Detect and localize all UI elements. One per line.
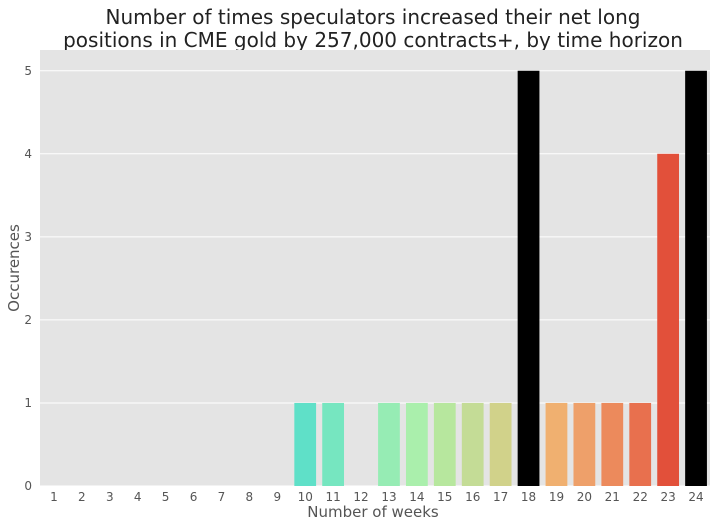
bar-week-14 <box>405 402 428 486</box>
x-tick-label: 18 <box>521 490 536 504</box>
x-tick-label: 20 <box>577 490 592 504</box>
x-tick-label: 14 <box>409 490 424 504</box>
bar-week-16 <box>461 402 484 486</box>
bar-week-15 <box>433 402 456 486</box>
x-tick-label: 21 <box>605 490 620 504</box>
x-tick-labels: 1 2 3 4 5 6 7 8 9 10 11 12 13 14 15 16 17 18 19 20 21 22 23 24 <box>50 490 704 504</box>
x-tick-label: 16 <box>465 490 480 504</box>
y-tick-label: 0 <box>24 479 32 493</box>
y-tick-labels: 0 1 2 3 4 5 <box>24 64 32 493</box>
x-tick-label: 6 <box>190 490 198 504</box>
x-tick-label: 24 <box>688 490 703 504</box>
x-tick-label: 15 <box>437 490 452 504</box>
x-tick-label: 19 <box>549 490 564 504</box>
plot-background <box>40 50 710 486</box>
x-tick-label: 8 <box>246 490 254 504</box>
bar-week-11 <box>322 402 345 486</box>
bar-week-19 <box>545 402 568 486</box>
y-tick-label: 1 <box>24 396 32 410</box>
bar-week-20 <box>573 402 596 486</box>
x-tick-label: 2 <box>78 490 86 504</box>
y-axis-label: Occurences <box>5 224 23 312</box>
x-axis-label: Number of weeks <box>307 503 439 521</box>
x-tick-label: 9 <box>273 490 281 504</box>
bar-week-18 <box>517 70 540 486</box>
x-tick-label: 23 <box>660 490 675 504</box>
x-tick-label: 12 <box>353 490 368 504</box>
bar-week-21 <box>601 402 624 486</box>
x-tick-label: 17 <box>493 490 508 504</box>
chart-title-line-2: positions in CME gold by 257,000 contrac… <box>63 28 683 52</box>
x-tick-label: 7 <box>218 490 226 504</box>
bar-week-24 <box>685 70 707 486</box>
x-tick-label: 11 <box>325 490 340 504</box>
y-tick-label: 2 <box>24 313 32 327</box>
x-tick-label: 3 <box>106 490 114 504</box>
chart-title-line-1: Number of times speculators increased th… <box>106 5 641 29</box>
x-tick-label: 22 <box>633 490 648 504</box>
bars <box>294 70 707 487</box>
x-tick-label: 10 <box>298 490 313 504</box>
grid-lines <box>40 70 710 487</box>
x-tick-label: 13 <box>381 490 396 504</box>
bar-week-17 <box>489 402 512 486</box>
y-tick-label: 5 <box>24 64 32 78</box>
x-tick-label: 4 <box>134 490 142 504</box>
bar-week-23 <box>657 153 680 487</box>
x-tick-label: 1 <box>50 490 58 504</box>
y-tick-label: 4 <box>24 147 32 161</box>
bar-week-22 <box>629 402 652 486</box>
bar-week-13 <box>378 402 400 486</box>
x-tick-label: 5 <box>162 490 170 504</box>
y-tick-label: 3 <box>24 230 32 244</box>
bar-week-10 <box>294 402 317 486</box>
